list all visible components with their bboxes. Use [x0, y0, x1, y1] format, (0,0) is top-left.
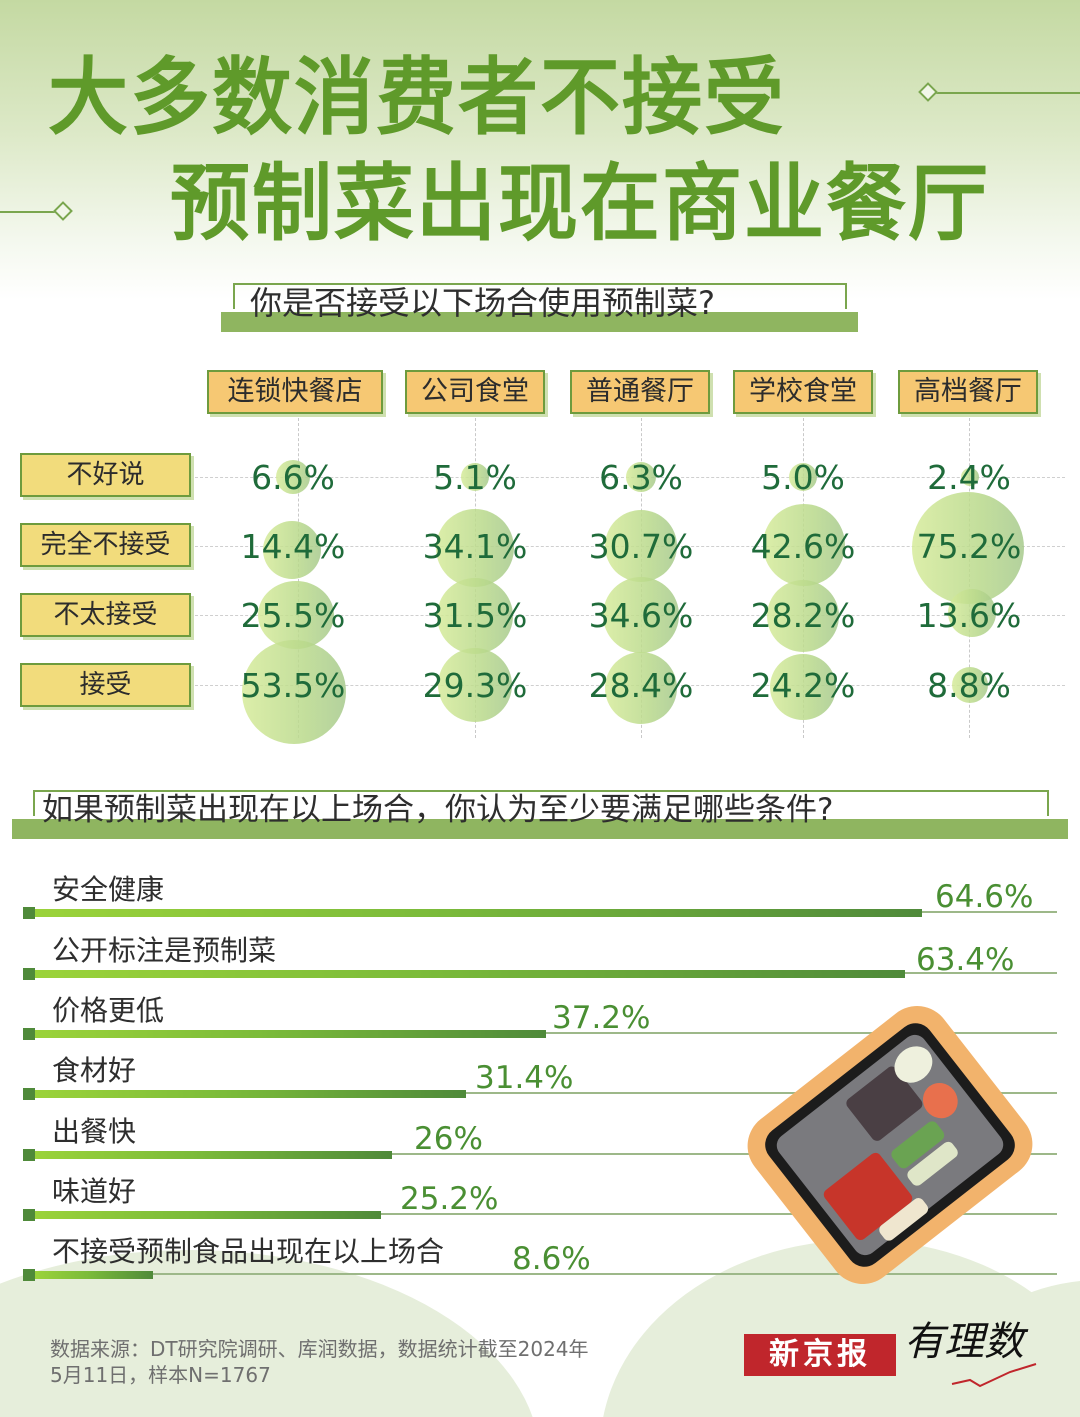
bar-label: 价格更低	[52, 994, 165, 1027]
bar-fill	[35, 1090, 466, 1098]
bar-value: 25.2%	[400, 1181, 499, 1217]
cell-value: 6.3%	[599, 458, 683, 497]
bubble	[626, 462, 656, 492]
column-header-school-canteen: 学校食堂	[733, 370, 873, 414]
decorative-line	[0, 211, 58, 213]
bubble	[952, 667, 988, 703]
row-header-mostly-reject: 不太接受	[20, 593, 191, 637]
bubble	[605, 652, 677, 724]
trend-arrow-icon	[951, 1363, 1037, 1388]
bar-label: 安全健康	[52, 873, 165, 906]
bar-fill	[35, 909, 922, 917]
cell-value: 13.6%	[916, 596, 1022, 635]
page-title-line-1: 大多数消费者不接受	[48, 48, 786, 147]
row-header-fully-reject: 完全不接受	[20, 523, 191, 567]
bar-label: 食材好	[52, 1054, 137, 1087]
cell-value: 25.5%	[240, 596, 346, 635]
bubble	[789, 463, 817, 491]
column-header-regular-restaurant: 普通餐厅	[570, 370, 710, 414]
bubble	[767, 580, 839, 652]
cell-value: 8.8%	[927, 666, 1011, 705]
cell-value: 34.6%	[588, 596, 694, 635]
bar-value: 64.6%	[935, 879, 1034, 915]
cell-value: 28.2%	[750, 596, 856, 635]
cell-value: 2.4%	[927, 458, 1011, 497]
data-source-note: 数据来源：DT研究院调研、库润数据，数据统计截至2024年 5月11日，样本N=…	[50, 1336, 589, 1388]
page-title-line-2: 预制菜出现在商业餐厅	[170, 154, 990, 253]
cell-value: 6.6%	[251, 458, 335, 497]
section-2-heading-text: 如果预制菜出现在以上场合，你认为至少要满足哪些条件?	[42, 792, 834, 828]
cell-value: 29.3%	[422, 666, 528, 705]
bubble	[763, 504, 845, 586]
row-header-accept: 接受	[20, 663, 191, 707]
bar-fill	[35, 1151, 392, 1159]
bar-fill	[35, 1030, 546, 1038]
bubble	[436, 509, 514, 587]
bar-value: 31.4%	[475, 1060, 574, 1096]
bar-label: 味道好	[52, 1175, 137, 1208]
cell-value: 30.7%	[588, 527, 694, 566]
section-1-heading-text: 你是否接受以下场合使用预制菜?	[250, 284, 715, 322]
bar-fill	[35, 1271, 153, 1279]
prepared-meal-tray-image	[733, 992, 1047, 1298]
bubble	[438, 648, 512, 722]
header-background	[0, 0, 1080, 300]
bar-value: 8.6%	[512, 1241, 591, 1277]
brand-logo-youlishu: 有理数	[904, 1319, 1024, 1365]
bar-fill	[35, 1211, 381, 1219]
column-header-high-end-restaurant: 高档餐厅	[898, 370, 1038, 414]
bubble	[437, 578, 513, 654]
cell-value: 75.2%	[916, 527, 1022, 566]
cell-value: 14.4%	[240, 527, 346, 566]
column-header-chain-fast-food: 连锁快餐店	[207, 370, 383, 414]
bubble	[912, 492, 1024, 604]
cell-value: 42.6%	[750, 527, 856, 566]
bubble	[948, 589, 996, 637]
cell-value: 34.1%	[422, 527, 528, 566]
bubble	[770, 654, 836, 720]
bubble	[605, 510, 677, 582]
bar-label: 公开标注是预制菜	[52, 934, 277, 967]
bubble	[603, 577, 679, 653]
cell-value: 53.5%	[240, 666, 346, 705]
bubble	[961, 468, 979, 486]
data-source-line-2: 5月11日，样本N=1767	[50, 1363, 271, 1387]
row-header-unsure: 不好说	[20, 453, 191, 497]
cell-value: 5.0%	[761, 458, 845, 497]
bubble	[242, 640, 346, 744]
bubble	[258, 581, 334, 649]
bubble	[263, 521, 321, 579]
bubble	[276, 460, 310, 494]
bar-label: 不接受预制食品出现在以上场合	[52, 1235, 445, 1268]
decorative-line	[935, 92, 1080, 94]
brand-logo-xinjingbao: 新京报	[744, 1334, 896, 1376]
cell-value: 28.4%	[588, 666, 694, 705]
column-header-company-canteen: 公司食堂	[405, 370, 545, 414]
bar-label: 出餐快	[52, 1115, 137, 1148]
cell-value: 24.2%	[750, 666, 856, 705]
cell-value: 5.1%	[433, 458, 517, 497]
bar-value: 63.4%	[916, 942, 1015, 978]
bar-value: 37.2%	[552, 1000, 651, 1036]
data-source-line-1: 数据来源：DT研究院调研、库润数据，数据统计截至2024年	[50, 1337, 589, 1361]
bubble	[461, 463, 489, 491]
cell-value: 31.5%	[422, 596, 528, 635]
bar-fill	[35, 970, 905, 978]
bar-value: 26%	[414, 1121, 483, 1157]
